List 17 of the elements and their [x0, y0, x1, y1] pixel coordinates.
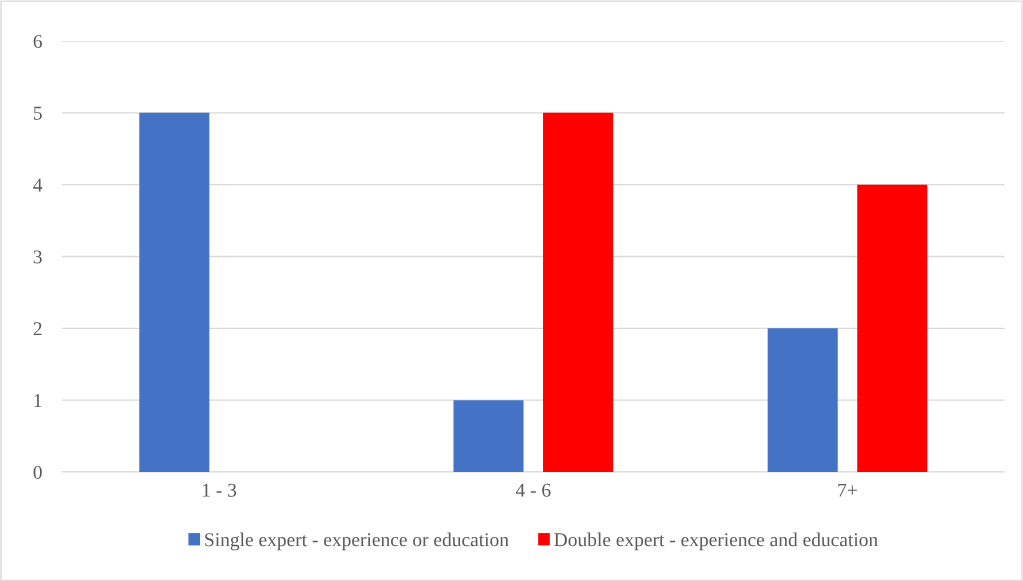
x-tick-label: 1 - 3: [202, 483, 237, 497]
bar: [453, 400, 524, 472]
legend-label: Double expert - experience and education: [554, 532, 878, 551]
bar: [767, 328, 838, 472]
y-tick-label: 5: [33, 106, 42, 120]
y-tick-label: 1: [34, 394, 42, 407]
bar: [139, 112, 210, 472]
x-tick-label: 7+: [838, 483, 857, 497]
y-tick-label: 4: [33, 178, 43, 192]
bar: [543, 112, 614, 472]
y-tick-label: 6: [33, 34, 42, 48]
legend-label: Single expert - experience or education: [205, 532, 509, 551]
y-tick-label: 0: [33, 465, 42, 479]
y-tick-label: 3: [33, 250, 42, 264]
x-tick-label: 4 - 6: [515, 483, 551, 497]
bar: [857, 184, 928, 472]
y-tick-label: 2: [33, 322, 42, 336]
